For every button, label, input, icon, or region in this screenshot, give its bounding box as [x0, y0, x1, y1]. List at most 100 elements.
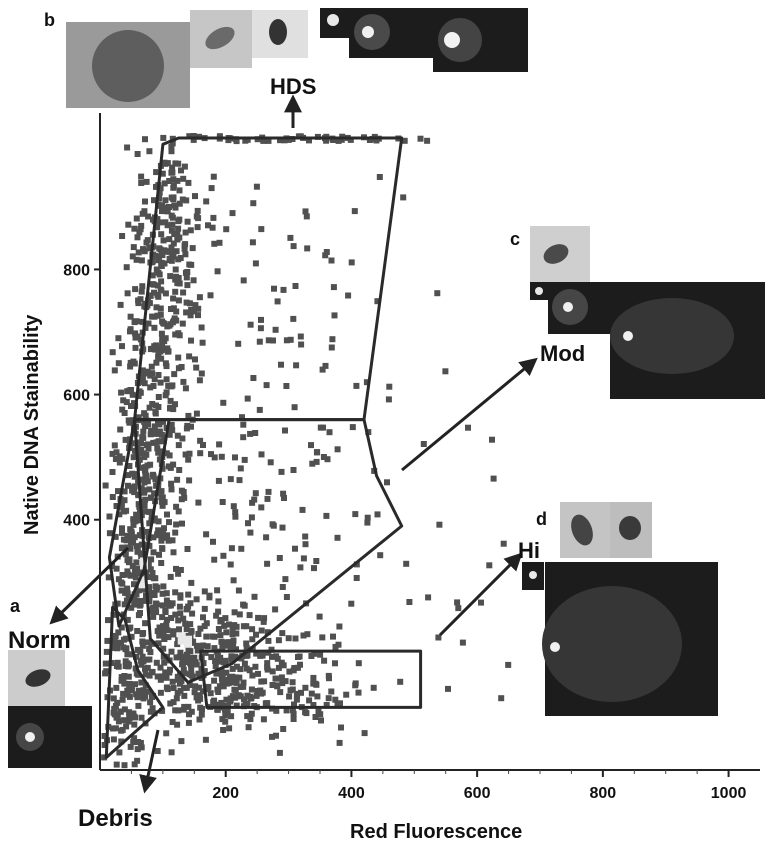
scatter-point — [197, 625, 204, 632]
scatter-point — [119, 529, 125, 536]
scatter-point — [179, 661, 186, 668]
scatter-point — [208, 654, 215, 661]
scatter-point — [242, 652, 249, 659]
scatter-point — [185, 591, 192, 598]
scatter-point — [147, 708, 154, 715]
scatter-point — [140, 690, 147, 697]
scatter-point — [323, 512, 330, 519]
scatter-point — [109, 450, 116, 457]
inset-c-comet-3-head — [623, 331, 633, 341]
scatter-point — [169, 537, 176, 544]
arrow-norm — [49, 546, 130, 625]
scatter-point — [292, 635, 299, 642]
gate-label-mod: Mod — [540, 341, 585, 366]
scatter-point — [276, 555, 283, 561]
scatter-point — [184, 218, 191, 225]
scatter-point — [275, 637, 282, 644]
scatter-point — [191, 689, 198, 696]
scatter-point — [291, 701, 297, 708]
scatter-point — [157, 664, 164, 671]
scatter-point — [193, 596, 200, 603]
scatter-point — [270, 522, 277, 529]
scatter-point — [224, 680, 231, 687]
scatter-point — [162, 607, 169, 614]
scatter-point — [156, 421, 163, 428]
scatter-point — [225, 621, 232, 628]
scatter-point — [286, 668, 293, 675]
scatter-point — [101, 733, 108, 739]
scatter-point — [222, 707, 229, 714]
scatter-point — [120, 690, 127, 697]
scatter-point — [179, 657, 186, 664]
scatter-point — [137, 550, 144, 557]
scatter-point — [203, 531, 210, 538]
scatter-point — [216, 441, 223, 448]
scatter-point — [138, 679, 145, 686]
scatter-point — [150, 281, 157, 288]
scatter-point — [317, 424, 324, 431]
scatter-point — [158, 494, 165, 501]
scatter-point — [353, 561, 360, 568]
scatter-point — [134, 544, 141, 551]
scatter-point — [165, 634, 172, 641]
scatter-point — [328, 344, 335, 351]
scatter-point — [185, 179, 192, 186]
scatter-point — [158, 262, 165, 269]
scatter-point — [139, 318, 146, 325]
scatter-point — [168, 421, 175, 428]
inset-b-small-head — [269, 19, 287, 45]
scatter-point — [173, 521, 180, 528]
scatter-point — [282, 678, 289, 685]
scatter-point — [137, 296, 144, 303]
scatter-point — [188, 627, 195, 634]
scatter-point — [142, 671, 149, 678]
scatter-point — [128, 604, 135, 611]
scatter-point — [138, 440, 144, 447]
scatter-point — [174, 476, 181, 483]
scatter-point — [198, 324, 205, 331]
scatter-point — [139, 375, 146, 382]
scatter-point — [434, 290, 441, 297]
scatter-point — [258, 504, 265, 511]
scatter-point — [114, 659, 121, 666]
scatter-point — [274, 655, 281, 662]
scatter-point — [318, 717, 324, 724]
scatter-point — [142, 693, 149, 700]
scatter-point — [353, 382, 360, 389]
scatter-point — [118, 677, 125, 684]
arrow-mod — [401, 357, 538, 472]
scatter-point — [173, 565, 179, 572]
scatter-point — [229, 665, 236, 672]
scatter-point — [140, 434, 147, 441]
scatter-point — [278, 361, 284, 368]
scatter-point — [240, 277, 247, 284]
scatter-point — [175, 570, 182, 577]
scatter-point — [126, 387, 133, 394]
scatter-point — [168, 749, 175, 756]
scatter-point — [112, 533, 119, 540]
scatter-point — [232, 509, 239, 516]
scatter-point — [216, 239, 223, 246]
scatter-point — [265, 337, 272, 344]
scatter-point — [186, 711, 192, 718]
scatter-point — [214, 587, 221, 594]
scatter-point — [146, 593, 153, 600]
inset-c-comet-2-head — [563, 302, 573, 312]
scatter-point — [132, 518, 139, 525]
scatter-point — [274, 682, 281, 689]
scatter-point — [167, 397, 174, 404]
scatter-point — [170, 194, 177, 201]
scatter-point — [201, 605, 208, 612]
scatter-point — [320, 454, 327, 460]
scatter-point — [258, 226, 265, 233]
scatter-point — [478, 599, 484, 606]
scatter-point — [278, 137, 285, 144]
scatter-point — [215, 608, 222, 615]
labels: b c d a HDS Mod Norm Hi Debris Red Fluor… — [8, 10, 585, 843]
scatter-point — [159, 590, 166, 597]
scatter-point — [141, 410, 148, 417]
scatter-point — [111, 637, 118, 644]
scatter-point — [143, 178, 150, 185]
scatter-point — [245, 520, 251, 527]
scatter-point — [277, 689, 284, 696]
